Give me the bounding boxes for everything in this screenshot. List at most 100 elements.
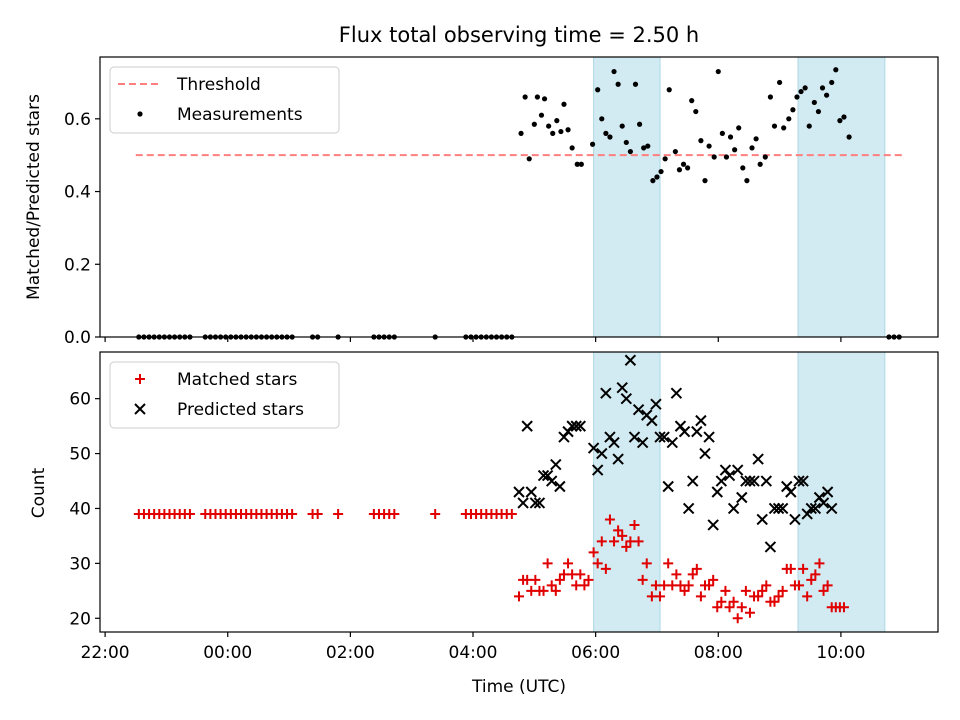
x-tick-label: 08:00 [694,643,743,663]
measurement-point [574,161,580,167]
measurement-point [757,161,763,167]
predicted-stars-point [550,458,562,471]
bottom-y-tick-label: 40 [69,499,91,519]
matched-stars-point [604,514,615,525]
matched-stars-point [695,591,706,602]
measurement-point [550,130,556,136]
matched-stars-point [613,525,624,536]
matched-stars-point [563,558,574,569]
predicted-stars-point [785,486,797,498]
matched-stars-point [621,541,632,552]
predicted-stars-point [740,475,752,487]
predicted-stars-point [793,475,805,487]
x-tick-label: 10:00 [816,643,865,663]
measurement-point [569,145,575,151]
x-axis-label: Time (UTC) [471,677,566,697]
measurement-point [815,108,822,115]
matched-stars-point [617,530,628,541]
measurement-point [641,145,647,151]
predicted-stars-point [636,436,649,449]
measurement-point [706,143,712,149]
bottom-legend-box [109,361,340,429]
matched-stars-point [810,569,821,580]
matched-stars-point [720,585,731,596]
predicted-stars-point [744,475,756,487]
predicted-stars-point [596,447,608,460]
measurement-point [595,87,601,93]
measurement-point [727,134,734,140]
predicted-stars-point [513,486,525,498]
measurement-point [636,121,643,127]
matched-stars-point [769,596,780,607]
matched-stars-point [389,508,400,519]
predicted-stars-point [554,480,566,493]
top-legend: Threshold Measurements [109,66,340,134]
measurement-point [776,79,783,86]
bottom-shaded-interval [593,351,661,633]
measurement-point [672,148,678,155]
matched-stars-point [691,563,702,574]
measurement-point [662,156,668,162]
measurement-point [698,138,704,144]
matched-stars-point [596,536,607,547]
predicted-stars-point [711,486,723,498]
measurement-point [599,116,605,122]
matched-stars-point [184,508,195,519]
predicted-stars-point [715,475,728,487]
matched-stars-point [794,580,805,591]
measurement-point [558,128,564,135]
matched-stars-point [822,580,833,591]
matched-stars-point [753,591,764,602]
measurement-point [798,88,804,95]
matched-stars-point [785,563,796,574]
predicted-stars-point [620,392,633,405]
measurement-point [589,141,596,147]
matched-stars-point [744,607,755,618]
matched-stars-point [814,558,825,569]
measurement-point [561,101,567,107]
predicted-stars-point [533,497,546,509]
measurement-point [829,79,835,86]
matched-stars-point [554,574,565,585]
measurement-point [627,148,633,155]
measurement-point [534,94,540,100]
predicted-stars-point [646,414,658,427]
matched-stars-point [538,585,549,596]
x-tick-label: 22:00 [81,643,130,663]
measurement-point [603,130,609,136]
bottom-shaded-interval [797,351,886,633]
x-tick-label: 04:00 [449,643,498,663]
top-y-tick-label: 0.0 [64,328,91,348]
x-tick-label: 06:00 [571,643,620,663]
matched-stars-point [806,574,817,585]
bottom-y-axis-label: Count [29,467,49,518]
measurement-point [702,178,708,184]
matched-stars-point [629,519,640,530]
matched-stars-point [798,563,809,574]
matched-stars-point [530,574,541,585]
matched-stars-point [671,569,682,580]
measurement-point [767,94,774,100]
matched-stars-point [575,569,586,580]
matched-stars-point [579,580,590,591]
matched-stars-point [716,596,727,607]
predicted-stars-point [809,502,822,515]
measurement-point [846,134,852,140]
measurement-point [744,178,750,184]
matched-stars-point [687,569,698,580]
measurement-point [841,114,847,120]
matched-stars-point [592,558,603,569]
top-panel: 0.0 0.2 0.4 0.6 Threshold Measurements [64,56,939,348]
measurement-point [654,174,660,180]
matched-stars-point [514,591,524,602]
measurement-point [790,107,796,113]
measurement-point [526,156,532,162]
predicted-stars-point [658,431,670,443]
x-tick-label: 02:00 [326,643,375,663]
matched-stars-point [542,558,553,569]
bottom-panel: 20 30 40 50 60 22:00 00:00 02:00 04:00 06:00 08:00… [69,351,939,663]
top-legend-box [109,66,340,134]
measurement-point [762,154,768,160]
predicted-stars-point [752,453,764,465]
measurement-point [715,68,721,75]
